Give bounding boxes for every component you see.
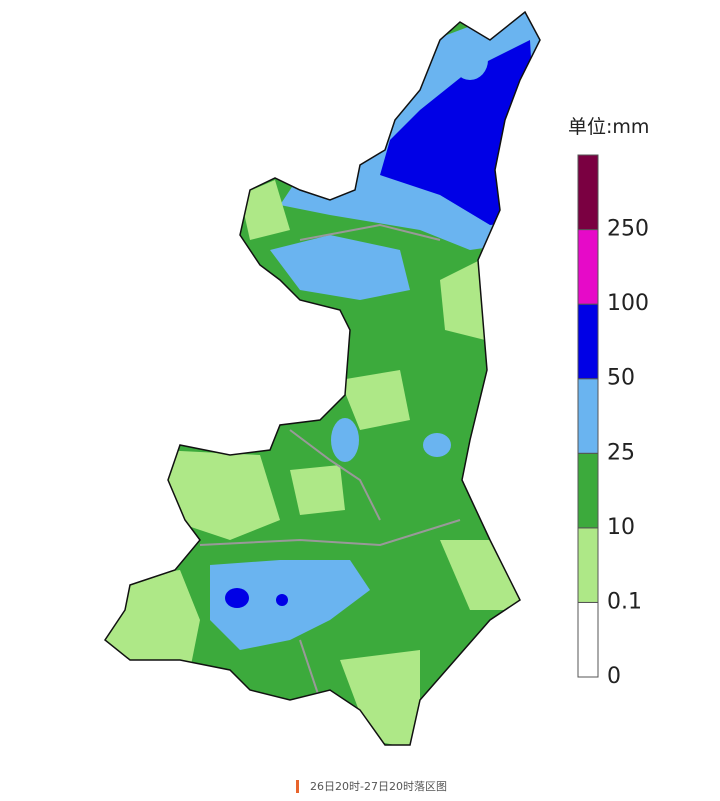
legend-label: 10 — [607, 515, 635, 540]
caption: 26日20时-27日20时落区图 — [310, 780, 447, 793]
colorbar-segment — [577, 154, 599, 231]
legend-label: 100 — [607, 291, 649, 316]
legend-label: 25 — [607, 440, 635, 465]
colorbar-segment — [577, 378, 599, 454]
caption-marker — [296, 780, 299, 793]
legend-title: 单位:mm — [568, 116, 649, 138]
colorbar-segment — [577, 452, 599, 529]
colorbar-segment — [577, 527, 599, 603]
colorbar-segment — [577, 601, 599, 678]
colorbar-segment — [577, 303, 599, 380]
legend-label: 0 — [607, 664, 621, 689]
legend-label: 0.1 — [607, 589, 642, 614]
colorbar-segment — [577, 229, 599, 305]
legend-label: 50 — [607, 366, 635, 391]
legend-colorbar — [577, 154, 599, 678]
legend-label: 250 — [607, 217, 649, 242]
rain-map — [105, 12, 540, 745]
